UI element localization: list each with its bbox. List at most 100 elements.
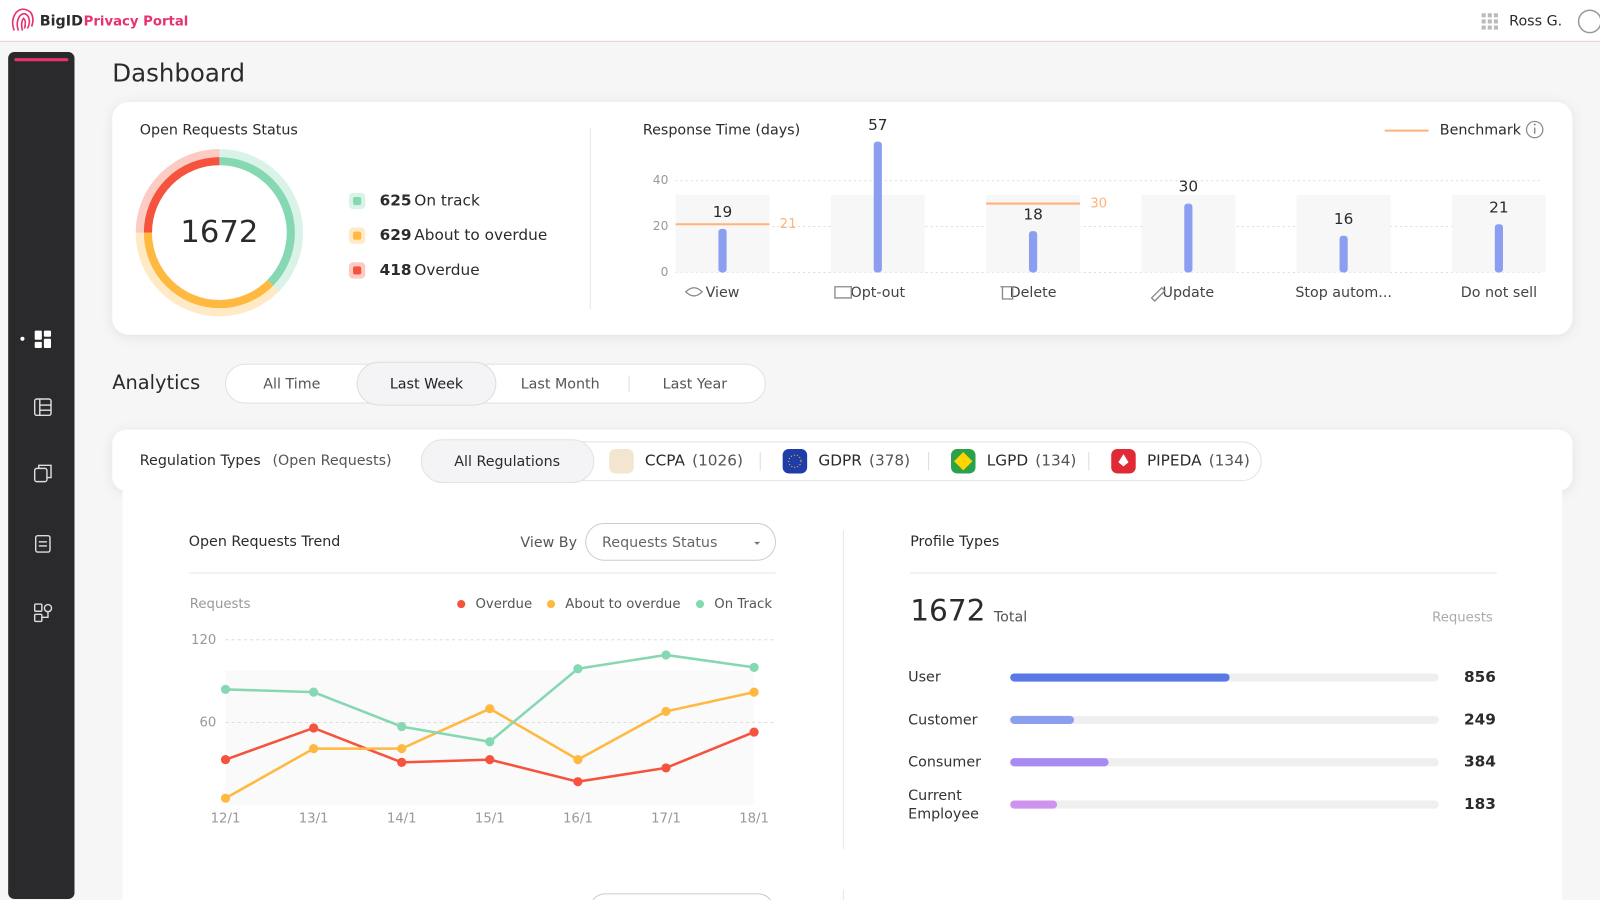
period-tab[interactable]: All Time (263, 377, 320, 393)
profile-label-box: Customer (908, 711, 978, 729)
response-time-title: Response Time (days) (643, 123, 800, 139)
donut-segment (143, 157, 295, 309)
donut-total: 1672 (180, 215, 258, 250)
trend-title: Open Requests Trend (189, 534, 341, 550)
regulation-list: CCPA (1026) GDPR (378) LGPD (134) PIPEDA (134) (609, 448, 1250, 474)
trend-point (397, 757, 407, 767)
regulation-count[interactable]: (1026) (692, 452, 743, 470)
bar-value-label: 21 (1489, 198, 1508, 216)
y-tick-label: 60 (199, 715, 216, 730)
view-by-label: View By (520, 535, 577, 551)
period-tab[interactable]: Last Month (521, 377, 600, 393)
bar (718, 228, 727, 273)
active-tab[interactable] (356, 361, 497, 406)
x-tick-label: Update (1163, 285, 1215, 301)
regulation-name[interactable]: LGPD (987, 452, 1028, 470)
open-requests-title: Open Requests Status (140, 123, 298, 139)
profile-total-label: Total (993, 609, 1027, 625)
bar-track (1010, 800, 1439, 809)
bar-track (1010, 758, 1439, 767)
trend-point (309, 687, 319, 697)
nav-table[interactable] (33, 398, 52, 417)
x-tick-label: Do not sell (1461, 285, 1537, 301)
trend-point (485, 737, 495, 747)
regulation-count[interactable]: (378) (869, 452, 910, 470)
y-tick-label: 20 (653, 219, 669, 233)
profile-label: Consumer (908, 754, 982, 771)
flag-leaf (1118, 454, 1129, 467)
product-name: Privacy Portal (84, 14, 189, 29)
x-tick-label: Opt-out (850, 285, 905, 301)
bar-track (1010, 715, 1439, 724)
benchmark-legend-label: Benchmark (1440, 123, 1522, 139)
response-chart: 0 20 40 19 View 21 57 Opt-out 18 Delete 30 30 Update… (653, 116, 1546, 302)
trend-point (220, 793, 231, 803)
bar (1494, 224, 1503, 273)
profile-title: Profile Types (910, 534, 999, 550)
y-tick-label: 120 (191, 633, 216, 648)
legend-dot (457, 600, 466, 609)
legend-label: On track (414, 192, 480, 210)
regulation-count[interactable]: (134) (1035, 452, 1076, 470)
trend-point (220, 755, 231, 765)
nav-copy[interactable] (33, 464, 52, 483)
user-name[interactable]: Ross G. (1509, 13, 1562, 29)
info-icon[interactable] (1525, 120, 1544, 139)
regulations-subtitle: (Open Requests) (272, 453, 391, 469)
flag-stars (788, 454, 802, 468)
profile-bar (1010, 715, 1075, 724)
x-tick-label: 15/1 (475, 811, 505, 826)
category-icon (1000, 286, 1015, 300)
period-tab[interactable]: Last Week (390, 377, 464, 393)
x-tick-label: Stop autom... (1295, 285, 1392, 301)
category-icon (1150, 286, 1166, 302)
nav-dashboard[interactable] (34, 330, 52, 348)
all-regulations-tab[interactable]: All Regulations (454, 454, 560, 470)
regulation-count[interactable]: (134) (1209, 452, 1250, 470)
sidebar (8, 52, 75, 899)
profile-label-box: User (908, 669, 941, 685)
regulation-name[interactable]: CCPA (645, 452, 686, 470)
apps-icon[interactable] (1481, 13, 1498, 30)
donut-segment (143, 157, 295, 309)
view-by-select[interactable] (585, 522, 777, 561)
x-tick-label: 14/1 (387, 811, 417, 826)
category-icon (834, 286, 852, 299)
flag-icon (609, 448, 634, 474)
profile-bar (1010, 758, 1109, 767)
trend-point (220, 684, 231, 694)
avatar[interactable] (1577, 9, 1600, 34)
profile-total: 1672 (910, 594, 985, 628)
lower-select[interactable] (590, 893, 774, 900)
bar-value-label: 18 (1023, 205, 1042, 223)
logo-icon (11, 8, 34, 31)
legend-dot (546, 600, 556, 609)
trend-point (661, 650, 671, 660)
nav-flow[interactable] (33, 603, 53, 623)
trend-point (661, 706, 671, 717)
trend-point (485, 704, 495, 714)
profile-bars: User 856 Customer 249 Consumer 384 Current Emp… (908, 668, 1496, 822)
bar-value-label: 30 (1179, 178, 1198, 196)
flag-icon (782, 448, 808, 474)
active-regulation-tab[interactable] (420, 439, 595, 484)
regulation-name[interactable]: PIPEDA (1147, 452, 1202, 470)
bar (1184, 203, 1193, 273)
trend-point (749, 687, 759, 697)
bar-value-label: 19 (713, 203, 732, 221)
category-icon (684, 287, 704, 297)
page-title: Dashboard (112, 58, 245, 87)
trend-point (749, 727, 759, 737)
profile-bar (1010, 673, 1230, 682)
profile-label: Customer (908, 711, 978, 729)
analytics-title: Analytics (112, 371, 200, 394)
bar (1028, 231, 1038, 273)
trend-point (309, 744, 319, 754)
period-tab[interactable]: Last Year (663, 377, 728, 393)
legend-swatch (353, 266, 362, 275)
nav-clipboard[interactable] (35, 535, 51, 553)
legend-label: Overdue (476, 597, 533, 612)
view-by-value[interactable]: Requests Status (602, 535, 717, 551)
regulation-name[interactable]: GDPR (818, 452, 862, 470)
